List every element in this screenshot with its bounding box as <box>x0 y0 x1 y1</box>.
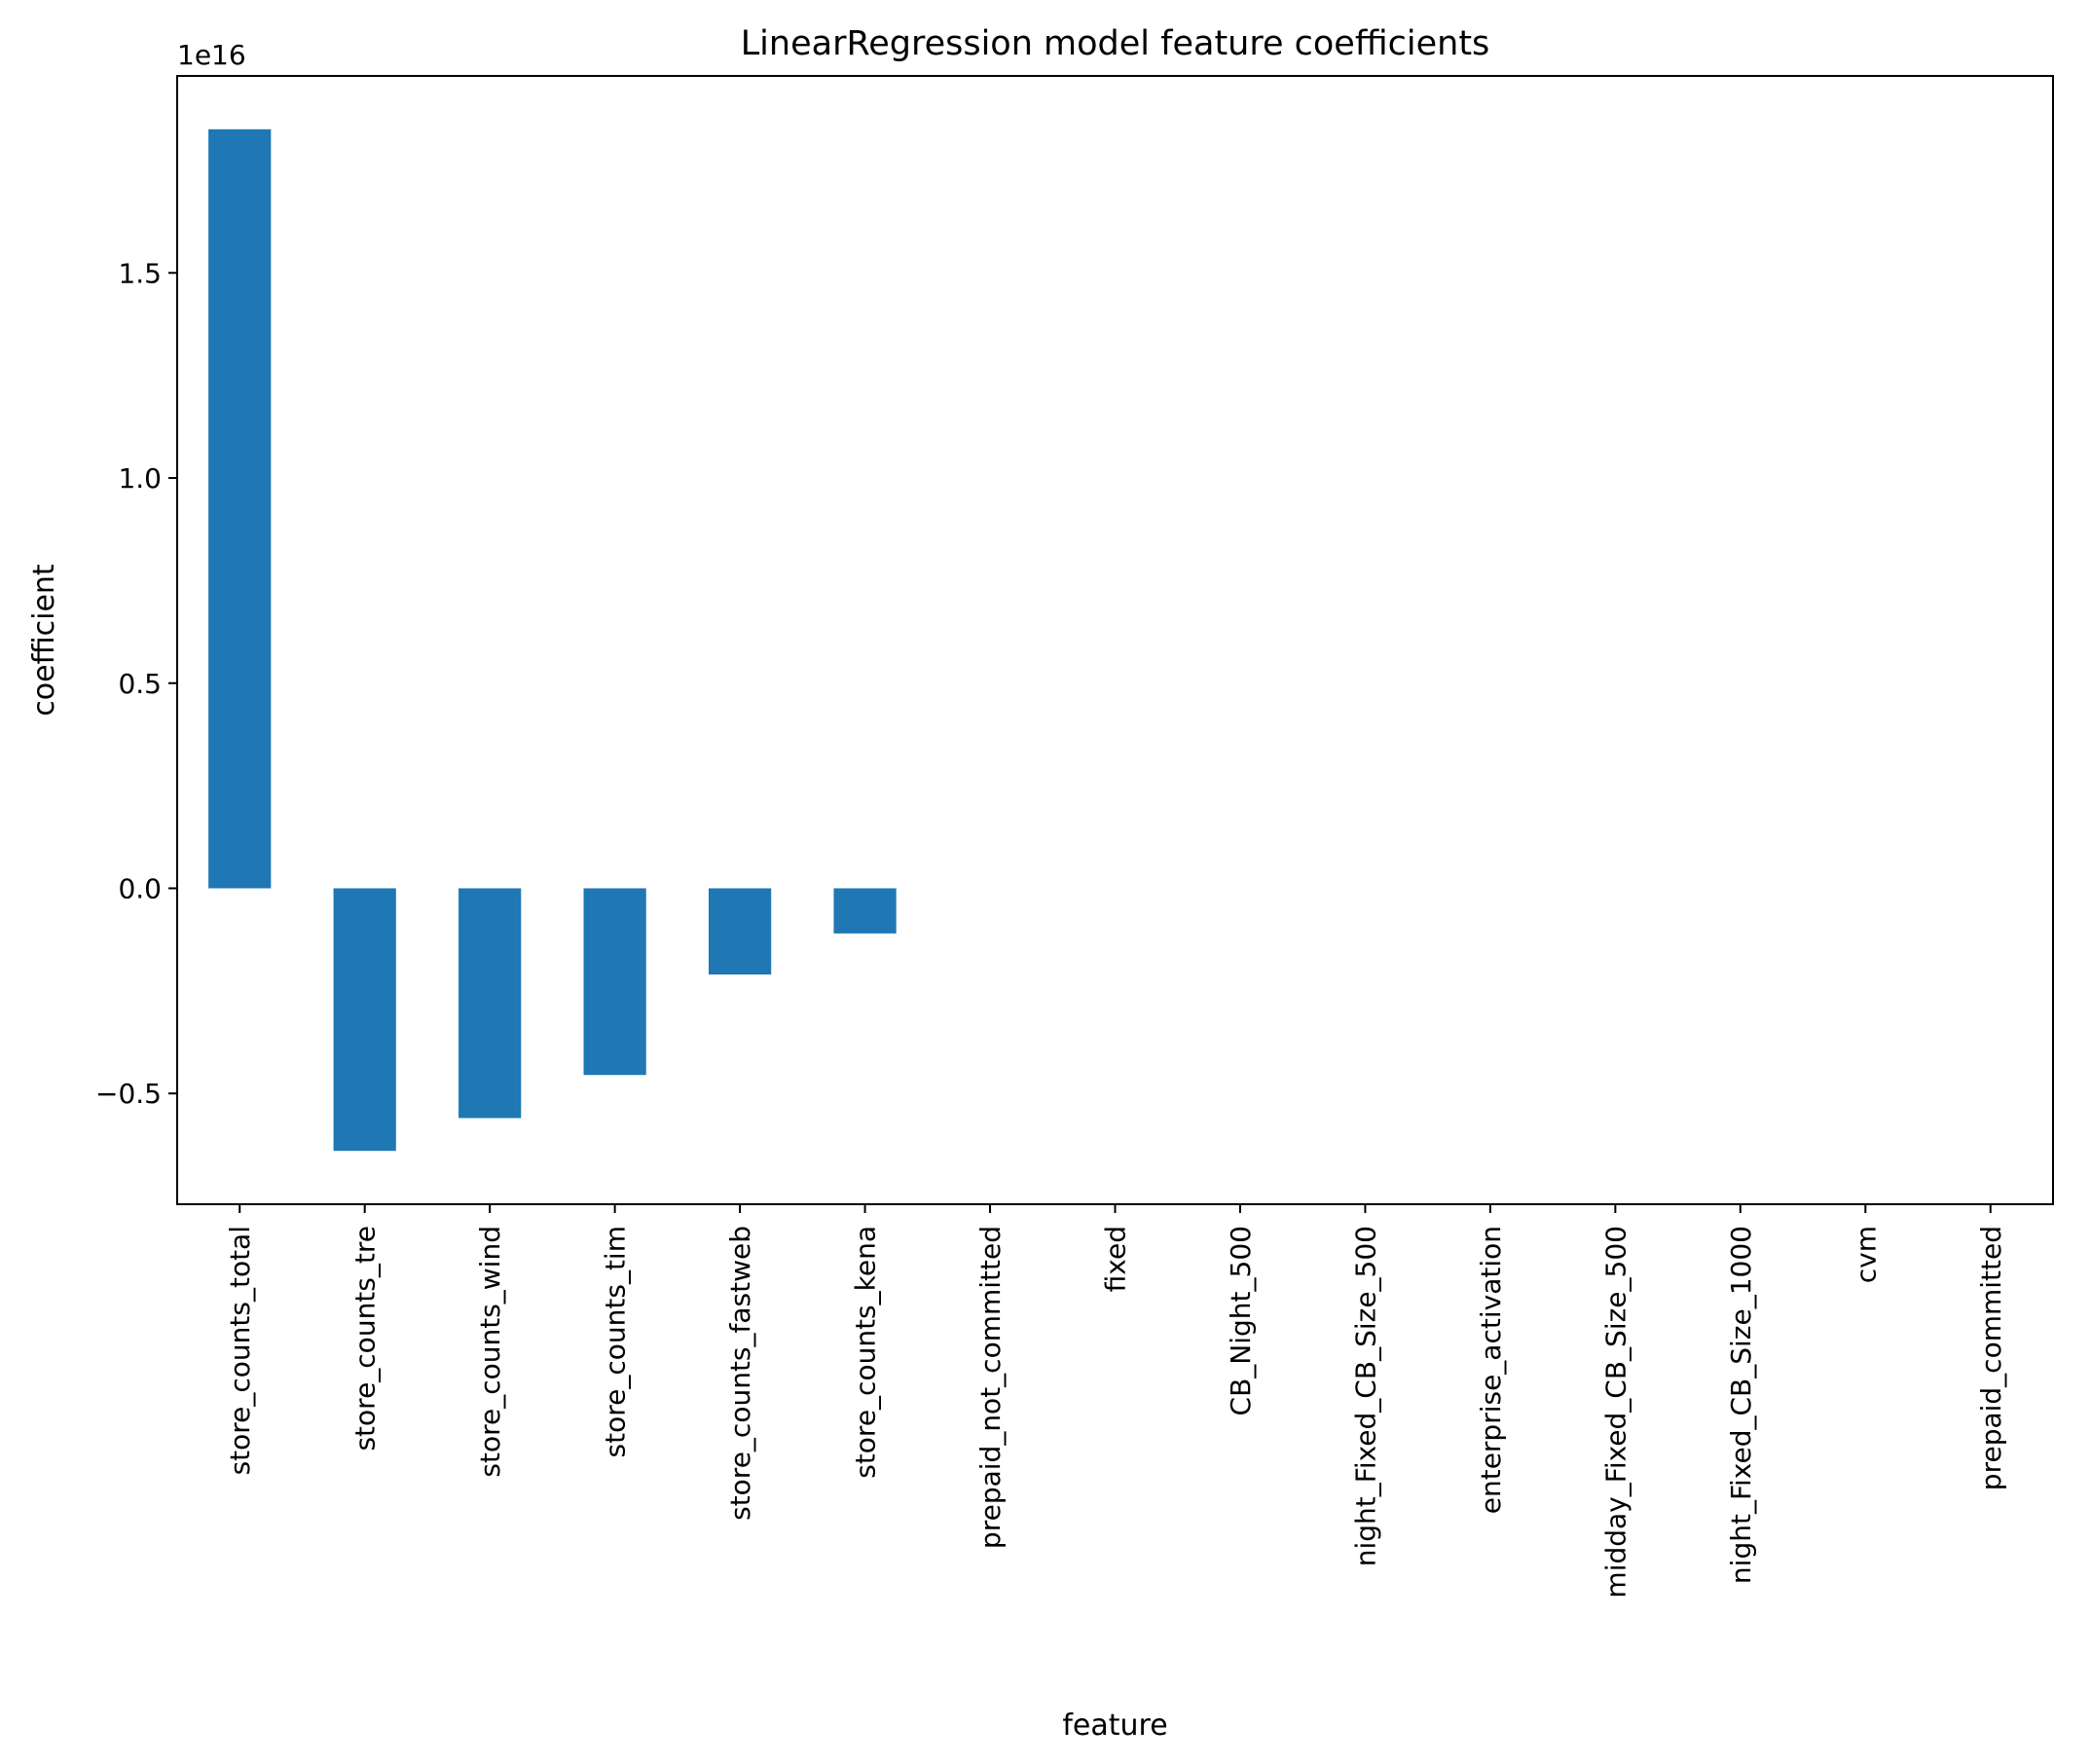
y-tick-label: 0.0 <box>118 872 162 904</box>
text-layer: LinearRegression model feature coefficie… <box>27 24 2007 1743</box>
bar-store_counts_kena <box>833 888 897 934</box>
x-tick-label: enterprise_activation <box>1475 1226 1507 1514</box>
y-axis-offset-text: 1e16 <box>177 39 246 71</box>
x-tick-label: store_counts_tre <box>349 1226 382 1452</box>
x-tick-label: prepaid_committed <box>1975 1226 2007 1490</box>
x-tick-label: night_Fixed_CB_Size_500 <box>1349 1226 1381 1566</box>
x-axis-label: feature <box>1062 1709 1167 1743</box>
x-tick-label: store_counts_tim <box>600 1226 632 1457</box>
x-tick-label: fixed <box>1100 1226 1132 1292</box>
bar-store_counts_total <box>208 129 272 889</box>
x-tick-label: store_counts_wind <box>474 1226 506 1478</box>
x-tick-label: cvm <box>1850 1226 1882 1283</box>
axes-layer <box>168 75 2054 1213</box>
x-tick-label: prepaid_not_committed <box>974 1226 1007 1549</box>
bar-store_counts_tim <box>583 888 646 1076</box>
bar-store_counts_tre <box>333 888 396 1152</box>
x-tick-label: midday_Fixed_CB_Size_500 <box>1599 1226 1632 1599</box>
y-tick-label: 0.5 <box>118 668 162 700</box>
y-axis-label: coefficient <box>27 564 61 717</box>
bar-store_counts_fastweb <box>708 888 772 974</box>
y-tick-label: 1.0 <box>118 462 162 495</box>
x-tick-label: night_Fixed_CB_Size_1000 <box>1725 1226 1757 1584</box>
x-tick-label: store_counts_total <box>224 1226 256 1475</box>
x-tick-label: CB_Night_500 <box>1225 1226 1257 1415</box>
y-tick-label: −0.5 <box>95 1078 162 1110</box>
bar-store_counts_wind <box>458 888 522 1119</box>
chart-title: LinearRegression model feature coefficie… <box>741 24 1490 63</box>
y-tick-label: 1.5 <box>118 257 162 289</box>
x-tick-label: store_counts_kena <box>850 1226 882 1479</box>
x-tick-label: store_counts_fastweb <box>724 1226 756 1521</box>
bars-layer <box>208 129 897 1152</box>
